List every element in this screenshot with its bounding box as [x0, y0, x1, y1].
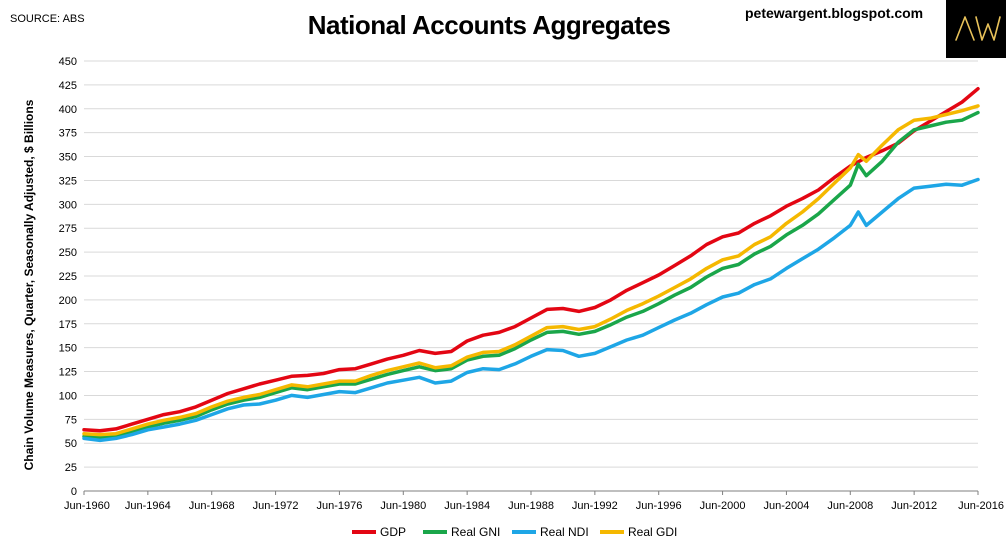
legend-label: Real GNI [451, 525, 500, 539]
x-tick-label: Jun-1964 [125, 500, 171, 512]
y-tick-label: 50 [65, 438, 77, 450]
axes [83, 490, 979, 495]
x-tick-label: Jun-2012 [891, 500, 937, 512]
legend-label: Real NDI [540, 525, 589, 539]
y-axis-label: Chain Volume Measures, Quarter, Seasonal… [22, 99, 36, 470]
x-tick-label: Jun-2008 [827, 500, 873, 512]
y-tick-label: 175 [59, 319, 77, 331]
series-line-real-ndi [82, 177, 980, 443]
y-tick-label: 275 [59, 223, 77, 235]
y-tick-label: 225 [59, 271, 77, 283]
x-tick-label: Jun-1976 [316, 500, 362, 512]
y-tick-label: 75 [65, 414, 77, 426]
x-tick-label: Jun-1960 [64, 500, 110, 512]
x-tick-label: Jun-1992 [572, 500, 618, 512]
x-tick-label: Jun-1984 [444, 500, 490, 512]
aw-logo [946, 0, 1006, 58]
y-tick-label: 150 [59, 343, 77, 355]
y-tick-label: 125 [59, 367, 77, 379]
source-label: SOURCE: ABS [10, 13, 85, 25]
series-line-gdp [82, 86, 980, 433]
y-tick-label: 200 [59, 295, 77, 307]
y-tick-label: 350 [59, 152, 77, 164]
blog-url: petewargent.blogspot.com [745, 5, 924, 21]
x-tick-labels: Jun-1960 Jun-1964 Jun-1968 Jun-1972 Jun-1976… [64, 500, 1004, 512]
series-line-real-gdi [82, 104, 980, 437]
legend: GDP Real GNI Real NDI Real GDI [352, 525, 677, 539]
x-tick-label: Jun-1980 [380, 500, 426, 512]
x-tick-label: Jun-1968 [189, 500, 235, 512]
legend-label: Real GDI [628, 525, 677, 539]
y-tick-label: 25 [65, 462, 77, 474]
y-tick-label: 375 [59, 128, 77, 140]
y-tick-label: 250 [59, 247, 77, 259]
x-tick-label: Jun-2016 [958, 500, 1004, 512]
x-tick-label: Jun-1988 [508, 500, 554, 512]
y-tick-labels: 0 25 50 75 100 125 150 175 200 225 250 275 300 325 350… [59, 56, 77, 498]
x-tick-label: Jun-1996 [636, 500, 682, 512]
y-tick-label: 450 [59, 56, 77, 68]
y-tick-label: 300 [59, 199, 77, 211]
y-tick-label: 325 [59, 175, 77, 187]
series-line-real-gni [82, 110, 980, 440]
x-tick-label: Jun-1972 [253, 500, 299, 512]
page-title: National Accounts Aggregates [307, 10, 671, 40]
x-tick-label: Jun-2004 [763, 500, 809, 512]
y-tick-label: 100 [59, 390, 77, 402]
y-tick-label: 0 [71, 486, 77, 498]
series-lines [82, 86, 980, 443]
y-tick-label: 400 [59, 104, 77, 116]
legend-label: GDP [380, 525, 406, 539]
x-tick-label: Jun-2000 [700, 500, 746, 512]
y-tick-label: 425 [59, 80, 77, 92]
grid-lines [84, 60, 978, 468]
